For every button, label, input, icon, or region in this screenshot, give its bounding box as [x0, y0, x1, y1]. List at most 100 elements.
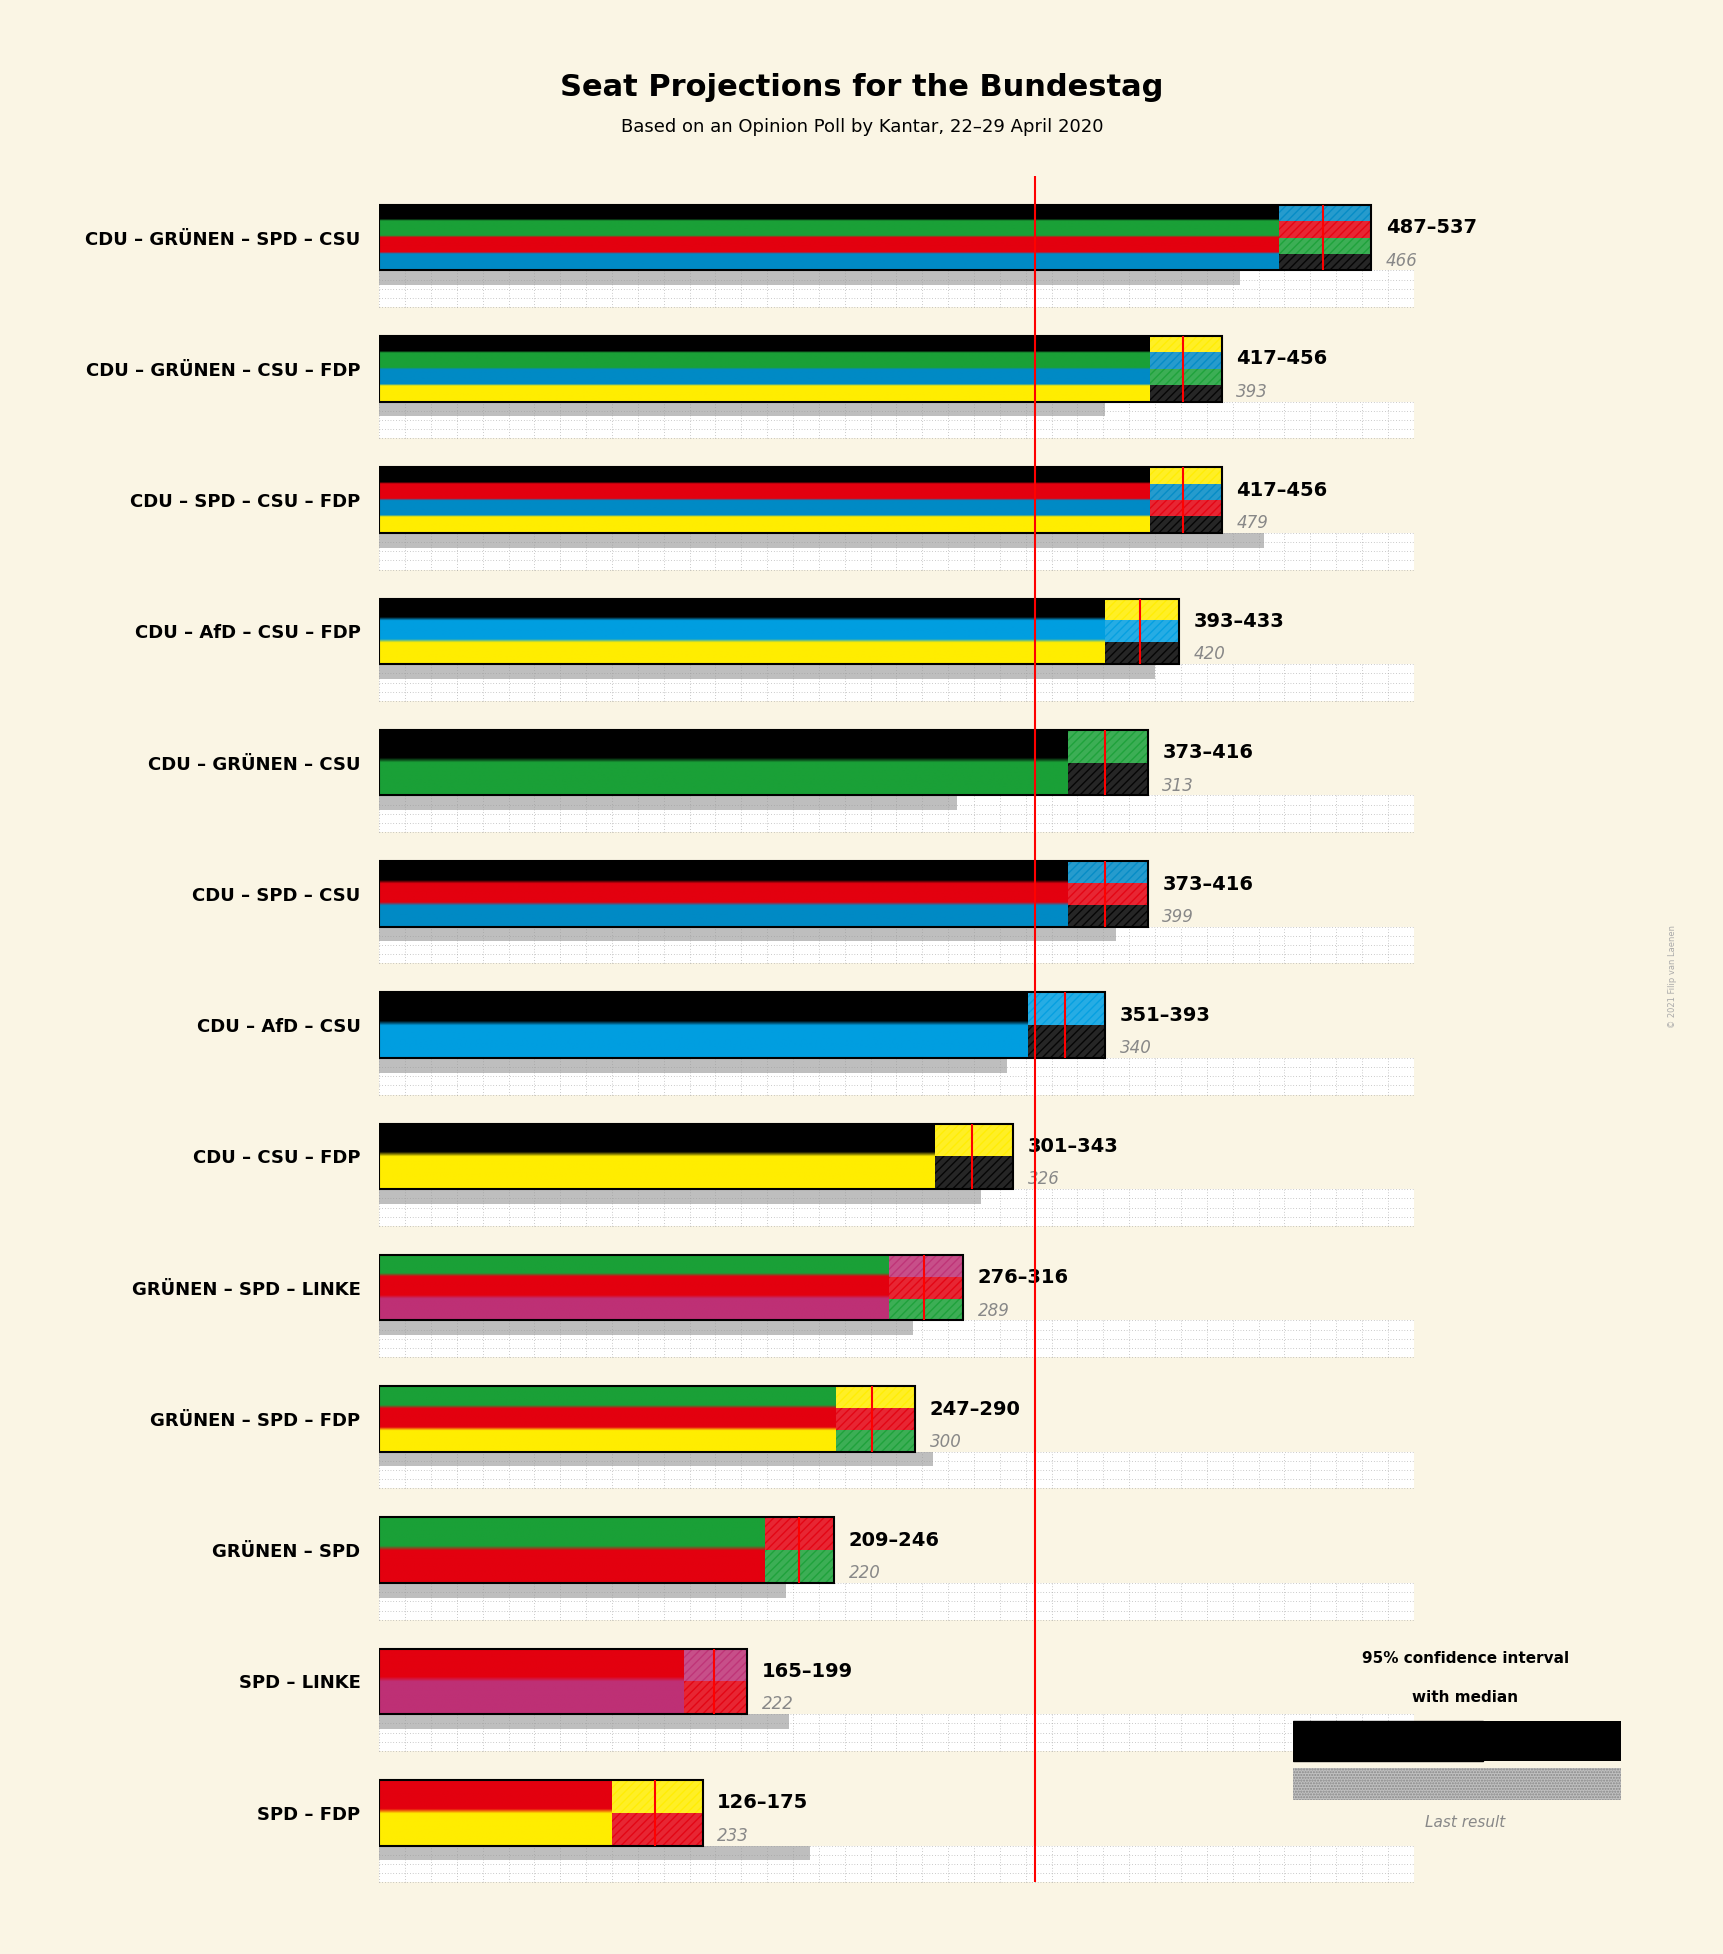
Bar: [379, 1518, 834, 1583]
Bar: [1278, 238, 1370, 254]
Bar: [612, 1813, 703, 1845]
Bar: [1068, 883, 1148, 905]
Bar: [1149, 336, 1222, 352]
Bar: [379, 403, 1413, 438]
Bar: [934, 1124, 1013, 1157]
Bar: [1149, 369, 1222, 385]
Bar: [1068, 762, 1148, 795]
Text: with median: with median: [1411, 1690, 1518, 1706]
Bar: [684, 1682, 746, 1714]
Bar: [379, 270, 1239, 285]
Bar: [1149, 516, 1222, 533]
Bar: [1149, 485, 1222, 500]
Bar: [379, 467, 1222, 533]
Text: 95% confidence interval: 95% confidence interval: [1361, 1651, 1568, 1667]
Text: Based on an Opinion Poll by Kantar, 22–29 April 2020: Based on an Opinion Poll by Kantar, 22–2…: [620, 117, 1103, 137]
Bar: [379, 1714, 789, 1729]
Text: 220: 220: [848, 1563, 880, 1583]
Text: 479: 479: [1235, 514, 1268, 531]
Bar: [612, 1780, 703, 1813]
Bar: [1149, 385, 1222, 403]
Text: 222: 222: [762, 1696, 793, 1714]
Bar: [379, 795, 956, 811]
Bar: [1104, 621, 1179, 643]
Bar: [379, 1583, 1413, 1620]
Bar: [1027, 993, 1104, 1026]
Text: Seat Projections for the Bundestag: Seat Projections for the Bundestag: [560, 74, 1163, 102]
Bar: [379, 993, 1104, 1057]
Bar: [379, 1780, 703, 1845]
Bar: [934, 1157, 1013, 1190]
Bar: [836, 1430, 915, 1452]
Bar: [889, 1299, 963, 1321]
Bar: [1104, 643, 1179, 664]
Text: 373–416: 373–416: [1161, 743, 1253, 762]
Bar: [1149, 516, 1222, 533]
Bar: [1482, 1721, 1620, 1761]
Bar: [612, 1813, 703, 1845]
Bar: [379, 1190, 980, 1204]
Bar: [1278, 221, 1370, 238]
Bar: [379, 1583, 786, 1598]
Text: 393: 393: [1235, 383, 1268, 401]
Bar: [765, 1518, 834, 1550]
Bar: [379, 533, 1263, 547]
Bar: [379, 1714, 1413, 1751]
Bar: [765, 1550, 834, 1583]
Bar: [379, 1057, 1413, 1094]
Text: 487–537: 487–537: [1385, 219, 1477, 236]
Text: 466: 466: [1385, 252, 1416, 270]
Bar: [1149, 500, 1222, 516]
Bar: [379, 1845, 1413, 1882]
Bar: [379, 1321, 1413, 1358]
Text: 247–290: 247–290: [929, 1399, 1020, 1419]
Bar: [684, 1682, 746, 1714]
Bar: [1068, 905, 1148, 926]
Bar: [1278, 238, 1370, 254]
Bar: [379, 598, 1179, 664]
Bar: [379, 1124, 1011, 1190]
Text: 351–393: 351–393: [1120, 1006, 1210, 1024]
Bar: [765, 1518, 834, 1550]
Bar: [379, 1385, 915, 1452]
Bar: [1104, 598, 1179, 621]
Bar: [1278, 205, 1370, 221]
Bar: [836, 1385, 915, 1409]
Bar: [1278, 254, 1370, 270]
Bar: [1104, 598, 1179, 621]
Text: 233: 233: [717, 1827, 750, 1845]
Bar: [1149, 500, 1222, 516]
Bar: [379, 664, 1154, 678]
Bar: [889, 1276, 963, 1299]
Bar: [934, 1157, 1013, 1190]
Bar: [379, 1057, 1006, 1073]
Text: © 2021 Filip van Laenen: © 2021 Filip van Laenen: [1666, 926, 1676, 1028]
Text: 289: 289: [977, 1301, 1010, 1319]
Bar: [379, 270, 1413, 307]
Bar: [1292, 1768, 1620, 1800]
Bar: [1149, 467, 1222, 485]
Bar: [765, 1550, 834, 1583]
Text: 417–456: 417–456: [1235, 350, 1327, 369]
Text: 417–456: 417–456: [1235, 481, 1327, 500]
Text: 165–199: 165–199: [762, 1663, 853, 1680]
Bar: [1149, 385, 1222, 403]
Text: 126–175: 126–175: [717, 1794, 808, 1813]
Bar: [379, 1321, 913, 1335]
Bar: [379, 664, 1413, 701]
Bar: [379, 205, 1370, 270]
Bar: [1104, 643, 1179, 664]
Text: 373–416: 373–416: [1161, 875, 1253, 893]
Bar: [379, 336, 1222, 403]
Text: 313: 313: [1161, 776, 1194, 795]
Bar: [836, 1409, 915, 1430]
Bar: [1068, 862, 1148, 883]
Bar: [836, 1409, 915, 1430]
Bar: [379, 1190, 1413, 1225]
Bar: [379, 533, 1413, 571]
Text: 340: 340: [1120, 1040, 1151, 1057]
Bar: [836, 1385, 915, 1409]
Bar: [1149, 485, 1222, 500]
Bar: [1027, 1026, 1104, 1057]
Bar: [379, 1254, 963, 1321]
